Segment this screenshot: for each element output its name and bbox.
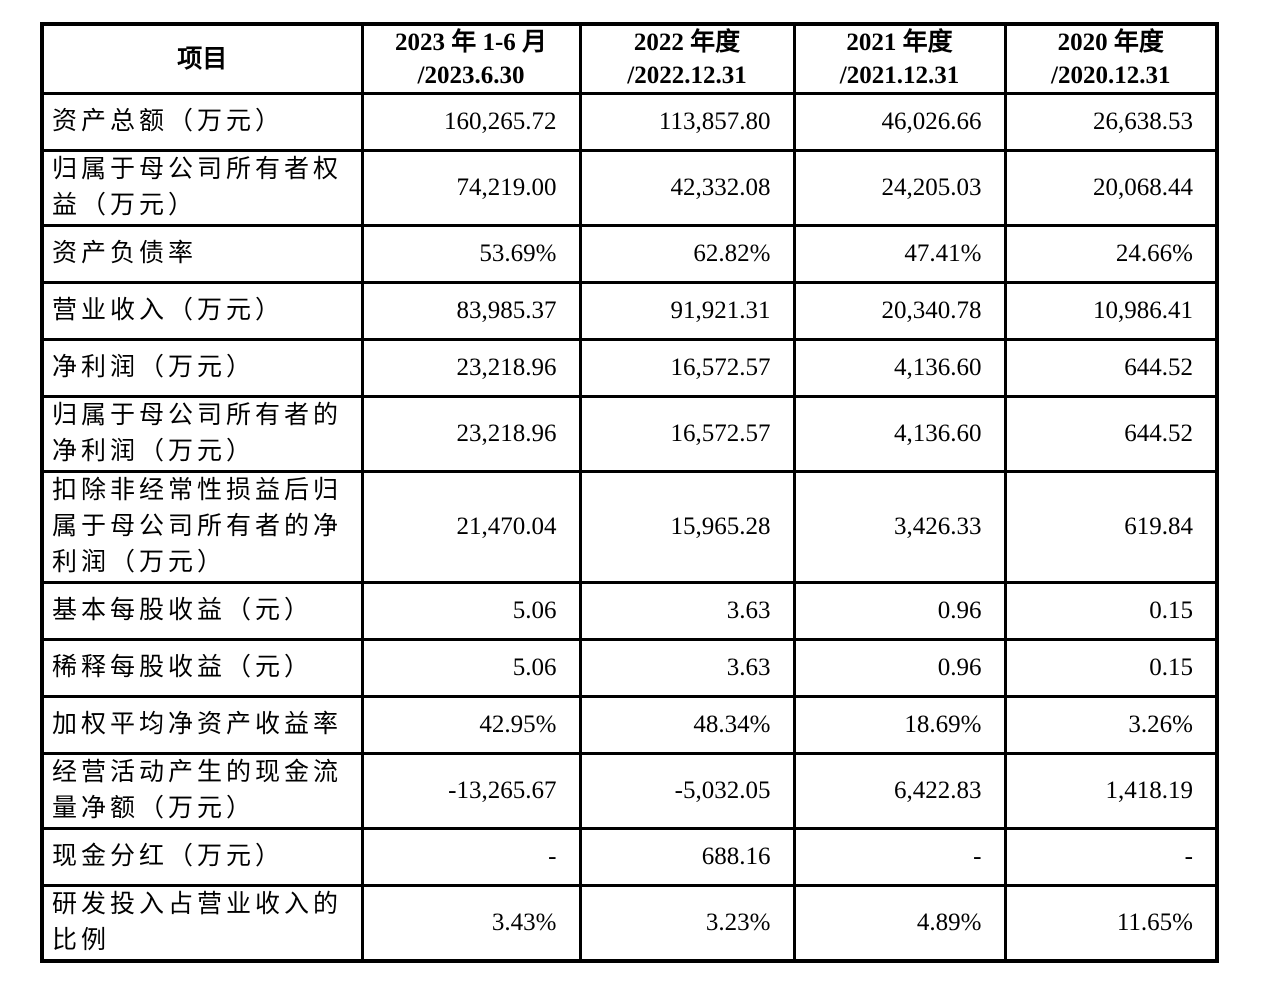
cell-value: 91,921.31 — [578, 281, 796, 341]
table-row-debt-ratio: 资产负债率 53.69% 62.82% 47.41% 24.66% — [40, 224, 1219, 284]
table-row-rd-ratio: 研发投入占营业收入的比例 3.43% 3.23% 4.89% 11.65% — [40, 884, 1219, 963]
cell-value: 24,205.03 — [792, 149, 1007, 227]
cell-value: 4.89% — [792, 884, 1007, 963]
row-label: 研发投入占营业收入的比例 — [40, 884, 364, 963]
cell-value: 3,426.33 — [792, 470, 1007, 584]
cell-value: 0.15 — [1003, 581, 1219, 641]
row-label: 加权平均净资产收益率 — [40, 695, 364, 755]
cell-value: 0.96 — [792, 638, 1007, 698]
table-row-cash-dividend: 现金分红（万元） - 688.16 - - — [40, 827, 1219, 887]
table-row-basic-eps: 基本每股收益（元） 5.06 3.63 0.96 0.15 — [40, 581, 1219, 641]
cell-value: 20,068.44 — [1003, 149, 1219, 227]
cell-value: 10,986.41 — [1003, 281, 1219, 341]
cell-value: 4,136.60 — [792, 338, 1007, 398]
cell-value: 18.69% — [792, 695, 1007, 755]
row-label: 稀释每股收益（元） — [40, 638, 364, 698]
cell-value: 23,218.96 — [360, 338, 582, 398]
cell-value: 3.63 — [578, 638, 796, 698]
cell-value: -5,032.05 — [578, 752, 796, 830]
cell-value: - — [1003, 827, 1219, 887]
cell-value: 11.65% — [1003, 884, 1219, 963]
cell-value: 0.96 — [792, 581, 1007, 641]
table-row-revenue: 营业收入（万元） 83,985.37 91,921.31 20,340.78 1… — [40, 281, 1219, 341]
cell-value: 1,418.19 — [1003, 752, 1219, 830]
cell-value: 3.43% — [360, 884, 582, 963]
table-row-diluted-eps: 稀释每股收益（元） 5.06 3.63 0.96 0.15 — [40, 638, 1219, 698]
cell-value: 83,985.37 — [360, 281, 582, 341]
cell-value: 62.82% — [578, 224, 796, 284]
cell-value: 688.16 — [578, 827, 796, 887]
cell-value: 16,572.57 — [578, 338, 796, 398]
period-date: /2021.12.31 — [839, 62, 960, 89]
period-date: /2023.6.30 — [417, 62, 525, 89]
cell-value: 21,470.04 — [360, 470, 582, 584]
table-row-operating-cash-flow: 经营活动产生的现金流量净额（万元） -13,265.67 -5,032.05 6… — [40, 752, 1219, 830]
cell-value: 48.34% — [578, 695, 796, 755]
column-header-period-2020: 2020 年度 /2020.12.31 — [1003, 22, 1219, 95]
cell-value: 46,026.66 — [792, 92, 1007, 152]
cell-value: 20,340.78 — [792, 281, 1007, 341]
column-header-item: 项目 — [40, 22, 364, 95]
row-label: 归属于母公司所有者权益（万元） — [40, 149, 364, 227]
cell-value: 53.69% — [360, 224, 582, 284]
column-header-period-2021: 2021 年度 /2021.12.31 — [792, 22, 1007, 95]
cell-value: 42,332.08 — [578, 149, 796, 227]
cell-value: 3.23% — [578, 884, 796, 963]
column-header-period-2022: 2022 年度 /2022.12.31 — [578, 22, 796, 95]
row-label: 净利润（万元） — [40, 338, 364, 398]
table-row-net-profit: 净利润（万元） 23,218.96 16,572.57 4,136.60 644… — [40, 338, 1219, 398]
cell-value: 113,857.80 — [578, 92, 796, 152]
cell-value: 42.95% — [360, 695, 582, 755]
cell-value: 16,572.57 — [578, 395, 796, 473]
cell-value: 644.52 — [1003, 338, 1219, 398]
row-label: 归属于母公司所有者的净利润（万元） — [40, 395, 364, 473]
header-row: 项目 2023 年 1-6 月 /2023.6.30 2022 年度 /2022… — [40, 22, 1219, 95]
period-date: /2022.12.31 — [627, 62, 747, 89]
row-label: 扣除非经常性损益后归属于母公司所有者的净利润（万元） — [40, 470, 364, 584]
row-label: 经营活动产生的现金流量净额（万元） — [40, 752, 364, 830]
cell-value: - — [792, 827, 1007, 887]
row-label: 现金分红（万元） — [40, 827, 364, 887]
cell-value: 24.66% — [1003, 224, 1219, 284]
row-label: 基本每股收益（元） — [40, 581, 364, 641]
table-row-deducted-net-profit: 扣除非经常性损益后归属于母公司所有者的净利润（万元） 21,470.04 15,… — [40, 470, 1219, 584]
period-title: 2023 年 1-6 月 — [394, 29, 548, 56]
cell-value: 644.52 — [1003, 395, 1219, 473]
cell-value: 74,219.00 — [360, 149, 582, 227]
cell-value: 23,218.96 — [360, 395, 582, 473]
period-title: 2022 年度 — [633, 29, 741, 56]
cell-value: 160,265.72 — [360, 92, 582, 152]
cell-value: 3.26% — [1003, 695, 1219, 755]
cell-value: 0.15 — [1003, 638, 1219, 698]
cell-value: 47.41% — [792, 224, 1007, 284]
cell-value: 5.06 — [360, 581, 582, 641]
cell-value: 15,965.28 — [578, 470, 796, 584]
table-row-total-assets: 资产总额（万元） 160,265.72 113,857.80 46,026.66… — [40, 92, 1219, 152]
cell-value: 3.63 — [578, 581, 796, 641]
period-title: 2021 年度 — [846, 29, 953, 56]
table-row-weighted-roe: 加权平均净资产收益率 42.95% 48.34% 18.69% 3.26% — [40, 695, 1219, 755]
cell-value: - — [360, 827, 582, 887]
table-row-parent-equity: 归属于母公司所有者权益（万元） 74,219.00 42,332.08 24,2… — [40, 149, 1219, 227]
cell-value: 619.84 — [1003, 470, 1219, 584]
cell-value: -13,265.67 — [360, 752, 582, 830]
cell-value: 6,422.83 — [792, 752, 1007, 830]
row-label: 资产负债率 — [40, 224, 364, 284]
table-row-parent-net-profit: 归属于母公司所有者的净利润（万元） 23,218.96 16,572.57 4,… — [40, 395, 1219, 473]
column-header-period-2023: 2023 年 1-6 月 /2023.6.30 — [360, 22, 582, 95]
row-label: 资产总额（万元） — [40, 92, 364, 152]
cell-value: 5.06 — [360, 638, 582, 698]
cell-value: 26,638.53 — [1003, 92, 1219, 152]
financial-summary-table: 项目 2023 年 1-6 月 /2023.6.30 2022 年度 /2022… — [40, 22, 1219, 963]
period-date: /2020.12.31 — [1051, 62, 1171, 89]
cell-value: 4,136.60 — [792, 395, 1007, 473]
period-title: 2020 年度 — [1057, 29, 1164, 56]
row-label: 营业收入（万元） — [40, 281, 364, 341]
